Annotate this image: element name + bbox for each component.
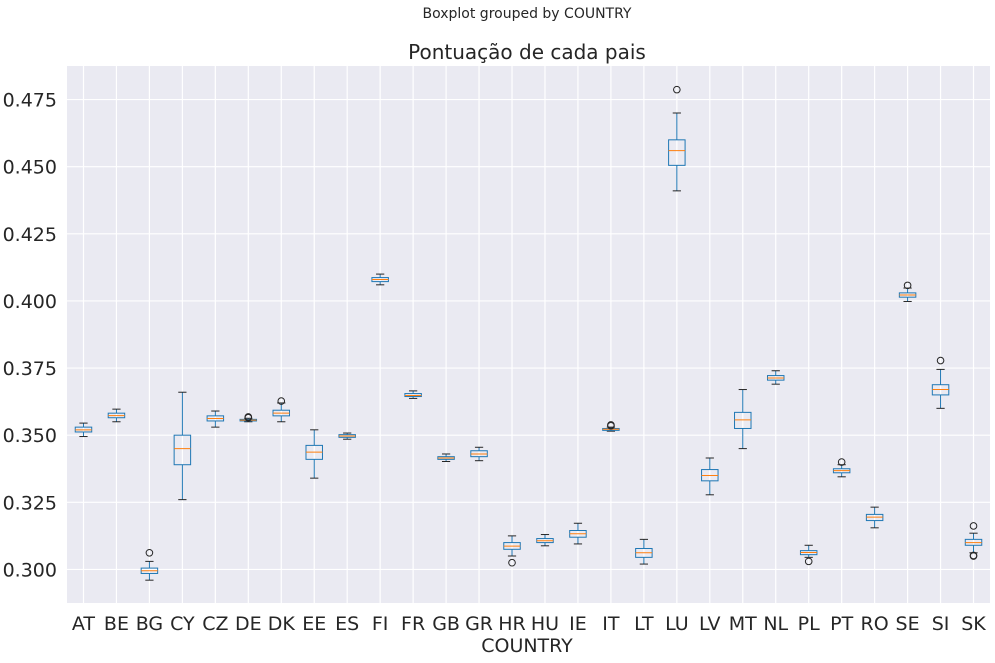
x-axis-label: COUNTRY: [481, 635, 573, 657]
box-ro: [865, 506, 884, 529]
box-gb: [437, 453, 455, 463]
x-tick-label: GR: [465, 613, 493, 635]
y-tick-label: 0.450: [3, 157, 57, 179]
y-axis-ticks: 0.300 0.325 0.350 0.375 0.400 0.425 0.450 0.475: [3, 90, 57, 582]
box-pl: [799, 544, 818, 566]
x-tick-label: BG: [136, 613, 163, 635]
box-body: [173, 434, 192, 466]
outlier-point: [804, 557, 813, 566]
chart-suptitle: Boxplot grouped by COUNTRY: [423, 6, 632, 22]
outlier-point: [673, 85, 681, 94]
chart-title: Pontuação de cada pais: [408, 40, 646, 64]
y-tick-label: 0.425: [3, 224, 57, 246]
box-ie: [569, 522, 587, 545]
box-gr: [470, 446, 488, 462]
x-tick-label: CY: [170, 613, 195, 635]
x-tick-label: IT: [602, 613, 620, 635]
box-at: [74, 422, 93, 438]
outlier-point: [936, 356, 945, 365]
y-tick-label: 0.300: [3, 559, 57, 581]
boxes-group: [74, 85, 983, 581]
box-ee: [305, 429, 323, 479]
x-tick-label: RO: [861, 613, 889, 635]
box-nl: [766, 370, 785, 385]
x-tick-label: PT: [830, 613, 853, 635]
y-tick-label: 0.325: [3, 492, 57, 514]
box-si: [931, 356, 950, 409]
x-tick-label: EE: [302, 613, 326, 635]
box-bg: [140, 548, 159, 581]
box-pt: [832, 458, 851, 478]
x-tick-label: FR: [401, 613, 425, 635]
x-tick-label: PL: [798, 613, 820, 635]
box-hu: [536, 534, 554, 547]
box-se: [898, 281, 917, 302]
x-tick-label: SI: [932, 613, 950, 635]
x-tick-label: LU: [665, 613, 689, 635]
box-de: [239, 413, 258, 423]
outlier-point: [607, 421, 615, 429]
x-tick-label: ES: [335, 613, 359, 635]
x-tick-label: DE: [235, 613, 262, 635]
x-tick-label: HU: [531, 613, 559, 635]
y-tick-label: 0.400: [3, 291, 57, 313]
grid-lines: [67, 66, 990, 603]
outlier-point: [969, 552, 978, 560]
box-hr: [503, 535, 521, 567]
box-lv: [701, 457, 719, 496]
x-tick-label: SK: [961, 613, 986, 635]
box-fi: [371, 273, 389, 286]
x-tick-label: DK: [268, 613, 296, 635]
outlier-point: [969, 522, 978, 530]
plot-area: [67, 66, 990, 603]
y-tick-label: 0.350: [3, 425, 57, 447]
x-tick-label: MT: [729, 613, 757, 635]
outlier-point: [145, 548, 154, 557]
x-tick-label: LV: [699, 613, 721, 635]
x-tick-label: FI: [372, 613, 389, 635]
box-sk: [964, 522, 983, 560]
x-tick-label: CZ: [202, 613, 228, 635]
box-be: [107, 408, 126, 423]
box-lu: [668, 85, 686, 192]
outlier-point: [837, 458, 846, 466]
box-mt: [734, 389, 752, 450]
box-body: [668, 139, 686, 166]
box-cz: [206, 410, 225, 428]
outlier-point: [244, 413, 253, 421]
box-body: [734, 411, 752, 429]
x-tick-label: IE: [569, 613, 587, 635]
x-tick-label: BE: [104, 613, 129, 635]
y-tick-label: 0.475: [3, 90, 57, 112]
x-tick-label: AT: [72, 613, 96, 635]
outlier-point: [508, 558, 516, 567]
x-tick-label: NL: [763, 613, 788, 635]
box-cy: [173, 391, 192, 501]
box-dk: [272, 397, 291, 423]
x-axis-ticks: AT BE BG CY CZ DE DK EE ES FI FR GB GR HR HU IE IT LT LU LV…: [72, 613, 986, 635]
x-tick-label: LT: [634, 613, 654, 635]
x-tick-label: SE: [896, 613, 920, 635]
outlier-point: [277, 397, 286, 405]
outlier-point: [903, 281, 912, 290]
box-es: [338, 432, 356, 440]
box-fr: [404, 390, 422, 399]
box-it: [602, 421, 620, 432]
x-tick-label: GB: [432, 613, 460, 635]
y-tick-label: 0.375: [3, 358, 57, 380]
box-lt: [635, 538, 653, 565]
x-tick-label: HR: [498, 613, 526, 635]
